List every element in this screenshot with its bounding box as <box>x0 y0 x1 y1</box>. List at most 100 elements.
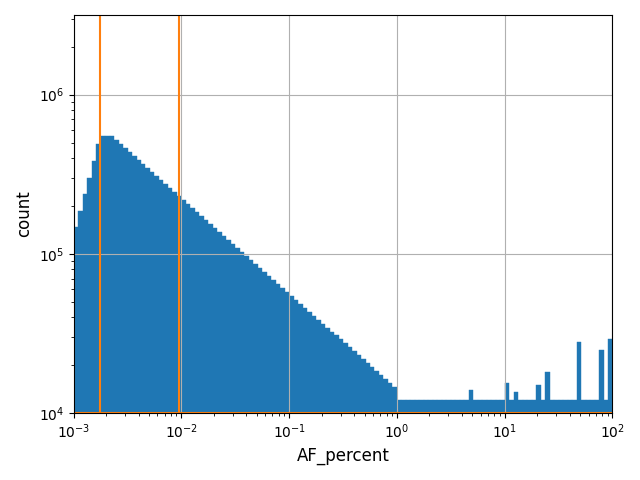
Bar <box>406 400 410 480</box>
Bar <box>236 248 240 480</box>
Y-axis label: count: count <box>15 191 33 238</box>
Bar <box>370 367 374 480</box>
Bar <box>334 336 339 480</box>
Bar <box>500 400 505 480</box>
Bar <box>195 212 200 480</box>
Bar <box>145 168 150 480</box>
Bar <box>253 264 258 480</box>
Bar <box>114 141 118 480</box>
Bar <box>132 156 136 480</box>
Bar <box>599 350 604 480</box>
Bar <box>460 400 464 480</box>
Bar <box>559 400 563 480</box>
Bar <box>397 400 401 480</box>
Bar <box>289 296 294 480</box>
Bar <box>392 387 397 480</box>
Bar <box>172 192 177 480</box>
Bar <box>150 172 154 480</box>
Bar <box>96 144 100 480</box>
Bar <box>267 276 271 480</box>
Bar <box>262 272 267 480</box>
Bar <box>554 400 559 480</box>
Bar <box>339 339 343 480</box>
Bar <box>451 400 455 480</box>
Bar <box>428 400 433 480</box>
Bar <box>586 400 590 480</box>
Bar <box>478 400 483 480</box>
Bar <box>388 383 392 480</box>
Bar <box>474 400 478 480</box>
Bar <box>325 327 330 480</box>
Bar <box>446 400 451 480</box>
Bar <box>595 400 599 480</box>
Bar <box>280 288 285 480</box>
Bar <box>590 400 595 480</box>
Bar <box>523 400 527 480</box>
Bar <box>577 342 581 480</box>
Bar <box>118 144 123 480</box>
Bar <box>141 164 145 480</box>
Bar <box>563 400 568 480</box>
Bar <box>361 360 365 480</box>
Bar <box>271 280 276 480</box>
Bar <box>509 400 514 480</box>
Bar <box>227 240 231 480</box>
Bar <box>365 363 370 480</box>
Bar <box>218 232 222 480</box>
Bar <box>343 344 348 480</box>
Bar <box>424 400 428 480</box>
Bar <box>433 400 437 480</box>
Bar <box>356 355 361 480</box>
Bar <box>307 312 312 480</box>
Bar <box>181 200 186 480</box>
Bar <box>168 188 172 480</box>
Bar <box>352 351 356 480</box>
Bar <box>464 400 468 480</box>
Bar <box>231 244 236 480</box>
Bar <box>78 211 83 480</box>
Bar <box>159 180 163 480</box>
Bar <box>505 383 509 480</box>
Bar <box>186 204 190 480</box>
Bar <box>316 320 321 480</box>
Bar <box>105 136 109 480</box>
Bar <box>276 284 280 480</box>
Bar <box>532 400 536 480</box>
Bar <box>492 400 496 480</box>
Bar <box>383 379 388 480</box>
Bar <box>249 260 253 480</box>
Bar <box>604 400 608 480</box>
Bar <box>109 136 114 480</box>
Bar <box>541 400 545 480</box>
Bar <box>123 148 127 480</box>
Bar <box>514 392 518 480</box>
Bar <box>321 324 325 480</box>
Bar <box>190 208 195 480</box>
Bar <box>536 385 541 480</box>
Bar <box>379 375 383 480</box>
Bar <box>496 400 500 480</box>
Bar <box>568 400 572 480</box>
Bar <box>468 390 474 480</box>
Bar <box>136 160 141 480</box>
Bar <box>209 224 213 480</box>
Bar <box>487 400 492 480</box>
Bar <box>608 339 612 480</box>
Bar <box>163 184 168 480</box>
Bar <box>483 400 487 480</box>
Bar <box>200 216 204 480</box>
Bar <box>312 315 316 480</box>
Bar <box>298 304 303 480</box>
Bar <box>550 400 554 480</box>
Bar <box>545 372 550 480</box>
Bar <box>222 236 227 480</box>
Bar <box>348 348 352 480</box>
Bar <box>437 400 442 480</box>
Bar <box>415 400 419 480</box>
Bar <box>127 152 132 480</box>
Bar <box>518 400 523 480</box>
Bar <box>87 178 92 480</box>
Bar <box>442 400 446 480</box>
Bar <box>303 308 307 480</box>
Bar <box>419 400 424 480</box>
